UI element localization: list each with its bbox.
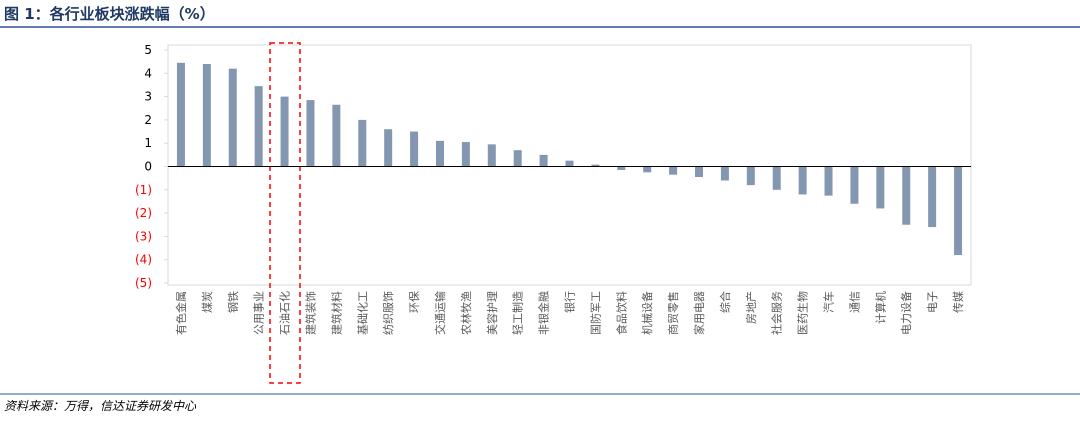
x-tick-label: 机械设备 (640, 291, 654, 335)
x-tick-label: 综合 (718, 291, 732, 313)
y-tick-label: 3 (144, 90, 152, 104)
x-tick-label: 建筑装饰 (303, 291, 317, 335)
y-tick-label: 4 (144, 66, 152, 80)
plot-frame (167, 44, 972, 286)
x-tick-label: 美容护理 (485, 291, 499, 335)
bar (228, 68, 237, 167)
bar (487, 144, 496, 167)
x-tick-label: 电力设备 (899, 291, 913, 335)
bar (954, 166, 963, 256)
x-tick-label: 房地产 (744, 291, 758, 324)
bar (669, 166, 678, 175)
x-tick-label: 汽车 (822, 291, 836, 313)
bar (850, 166, 859, 204)
x-tick-label: 计算机 (873, 291, 887, 324)
bar (254, 86, 263, 167)
chart-title: 图 1：各行业板块涨跌幅（%） (4, 5, 215, 23)
y-tick-label: 2 (144, 113, 152, 127)
bar (695, 166, 704, 177)
bar (591, 164, 600, 167)
x-tick-label: 非银金融 (537, 291, 551, 335)
bar (384, 129, 393, 167)
bar (720, 166, 729, 181)
x-tick-label: 纺织服饰 (381, 291, 395, 335)
x-tick-label: 农林牧渔 (459, 291, 473, 335)
bar (928, 166, 937, 228)
source-note: 资料来源：万得，信达证券研发中心 (4, 399, 197, 413)
x-tick-label: 电子 (926, 291, 939, 313)
x-tick-label: 建筑材料 (329, 291, 343, 335)
x-tick-label: 银行 (563, 291, 577, 313)
y-tick-label: (4) (135, 253, 152, 267)
bar (772, 166, 781, 190)
x-tick-label: 轻工制造 (511, 291, 525, 335)
x-tick-label: 社会服务 (770, 291, 784, 335)
x-tick-label: 环保 (407, 291, 421, 313)
bar (617, 166, 626, 170)
bar (746, 166, 755, 186)
x-tick-label: 商贸零售 (666, 291, 680, 335)
bar (280, 96, 289, 167)
y-tick-label: 5 (144, 43, 152, 57)
bar (435, 140, 444, 167)
bar (824, 166, 833, 196)
y-tick-label: 0 (144, 160, 152, 174)
x-tick-label: 通信 (848, 291, 861, 313)
bar (643, 166, 652, 173)
x-tick-label: 医药生物 (796, 291, 810, 335)
bar (876, 166, 885, 209)
bar (176, 62, 185, 167)
x-tick-label: 食品饮料 (614, 291, 628, 335)
x-tick-label: 石油石化 (278, 291, 292, 335)
highlight-box (269, 42, 301, 384)
y-tick-label: (2) (135, 206, 152, 220)
x-tick-label: 公用事业 (253, 291, 266, 335)
bar (565, 160, 574, 167)
bar (332, 104, 341, 167)
bar (902, 166, 911, 225)
bar (461, 142, 470, 167)
y-tick-label: (3) (135, 229, 152, 243)
x-tick-label: 钢铁 (227, 291, 240, 313)
bar (358, 119, 367, 167)
y-tick-label: 1 (144, 136, 152, 150)
x-tick-label: 传媒 (952, 291, 965, 313)
x-tick-label: 煤炭 (201, 291, 214, 313)
bar (798, 166, 807, 195)
x-tick-label: 基础化工 (355, 291, 369, 335)
x-tick-label: 交通运输 (433, 291, 447, 335)
y-tick-label: (5) (135, 276, 152, 290)
bar (306, 100, 315, 167)
bar (539, 154, 548, 167)
x-tick-label: 有色金属 (174, 291, 188, 335)
bar (513, 150, 522, 167)
x-tick-label: 国防军工 (588, 291, 602, 335)
bar (410, 131, 419, 167)
y-tick-label: (1) (135, 183, 152, 197)
x-tick-label: 家用电器 (692, 291, 706, 335)
bar (202, 63, 211, 167)
